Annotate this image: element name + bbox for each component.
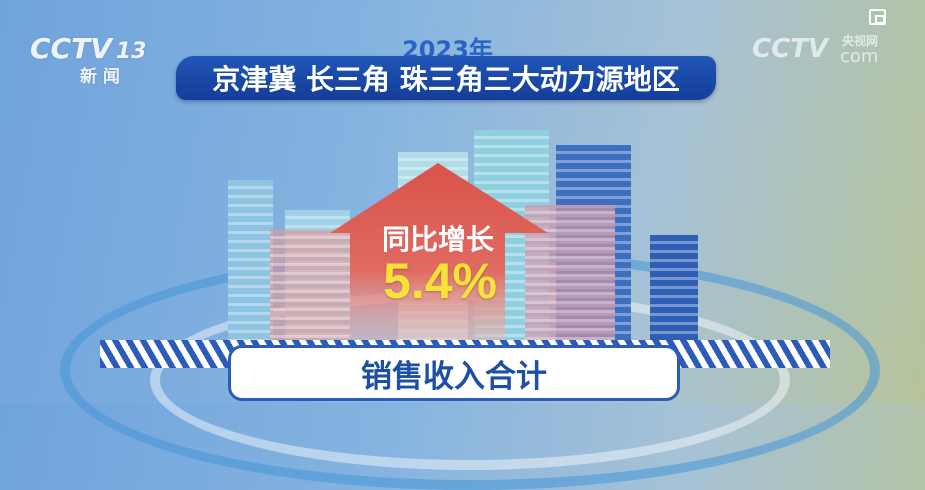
caption-text: 销售收入合计: [361, 358, 547, 395]
title-banner: 京津冀 长三角 珠三角三大动力源地区: [176, 56, 716, 100]
cctv-com-watermark: CCTV 央视网 com: [752, 34, 878, 67]
channel-number: 13: [115, 39, 147, 64]
channel-logo: CCTV 13: [30, 32, 147, 65]
watermark-brand: CCTV: [752, 34, 829, 64]
title-text: 京津冀 长三角 珠三角三大动力源地区: [212, 63, 680, 96]
channel-brand: CCTV: [30, 32, 112, 65]
arrow-label: 同比增长: [381, 223, 494, 256]
up-arrow: [330, 163, 548, 342]
growth-value: 5.4%: [383, 253, 497, 309]
building: [228, 180, 273, 340]
picture-in-picture-icon[interactable]: [869, 9, 886, 25]
channel-subtitle: 新 闻: [80, 67, 120, 87]
building-faded-arrow: [270, 230, 350, 340]
caption-box: 销售收入合计: [228, 345, 680, 401]
watermark-domain: com: [840, 46, 879, 67]
building: [650, 235, 698, 340]
watermark-cn: 央视网: [842, 34, 879, 48]
building: [525, 205, 615, 340]
